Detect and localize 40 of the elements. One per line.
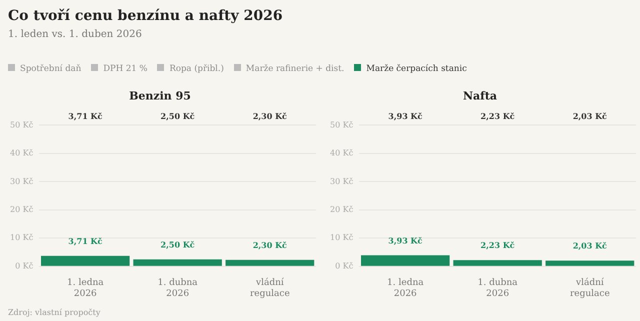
y-tick-label: 0 Kč xyxy=(335,261,354,270)
y-tick-label: 30 Kč xyxy=(10,176,34,186)
legend-label: Spotřební daň xyxy=(20,64,82,74)
data-label: 3,93 Kč xyxy=(388,235,422,246)
text: 3,71 Kč xyxy=(68,111,102,122)
x-tick-label: 1. ledna 2026 xyxy=(387,278,424,299)
y-tick-label: 50 Kč xyxy=(10,120,34,130)
text: 2,03 Kč xyxy=(572,111,608,122)
text: 1. leden vs. 1. duben 2026 xyxy=(8,29,143,40)
x-tick-label: 1. dubna 2026 xyxy=(478,278,518,299)
text: 2,30 Kč xyxy=(252,111,288,122)
data-label: 2,30 Kč xyxy=(252,240,288,250)
data-label: 2,03 Kč xyxy=(572,240,608,251)
y-tick-label: 20 Kč xyxy=(10,205,34,214)
chart-title: Nafta xyxy=(462,89,498,102)
text: 2,23 Kč xyxy=(480,111,515,122)
x-tick-label: vládní regulace xyxy=(250,277,290,299)
data-label: 3,71 Kč xyxy=(68,236,102,246)
legend-label: Marže rafinerie + dist. xyxy=(246,64,344,74)
text: 2,50 Kč xyxy=(160,111,195,122)
text: 3,93 Kč xyxy=(388,111,422,122)
y-tick-label: 40 Kč xyxy=(10,148,34,158)
y-tick-label: 50 Kč xyxy=(330,120,354,130)
data-label: 2,50 Kč xyxy=(160,239,195,250)
chart-title: Benzin 95 xyxy=(129,89,191,102)
legend-label: DPH 21 % xyxy=(103,64,148,74)
y-tick-label: 30 Kč xyxy=(330,176,354,186)
x-tick-label: 1. ledna 2026 xyxy=(67,278,104,299)
y-tick-label: 10 Kč xyxy=(330,233,354,242)
y-tick-label: 40 Kč xyxy=(330,148,354,158)
text: Co tvoří cenu benzínu a nafty 2026 xyxy=(8,8,283,24)
x-tick-label: 1. dubna 2026 xyxy=(158,278,198,299)
text: Zdroj: vlastní propočty xyxy=(8,308,100,317)
x-tick-label: vládní regulace xyxy=(570,277,610,299)
legend-label: Ropa (přibl.) xyxy=(169,64,224,74)
data-label: 2,23 Kč xyxy=(480,240,515,250)
y-tick-label: 20 Kč xyxy=(330,205,354,214)
y-tick-label: 10 Kč xyxy=(10,233,34,242)
y-tick-label: 0 Kč xyxy=(15,261,34,270)
legend-label: Marže čerpacích stanic xyxy=(366,64,467,74)
